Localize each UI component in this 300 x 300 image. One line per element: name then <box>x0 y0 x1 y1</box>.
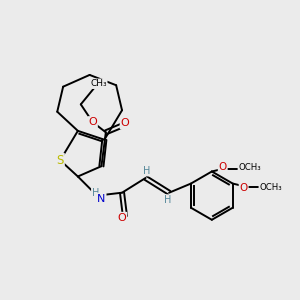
Text: methoxy: methoxy <box>239 167 245 169</box>
Text: OCH₃: OCH₃ <box>238 163 261 172</box>
Text: S: S <box>56 154 64 167</box>
Text: O: O <box>239 183 248 193</box>
Text: O: O <box>88 117 97 127</box>
Text: methoxy: methoxy <box>243 168 249 169</box>
Text: H: H <box>164 195 171 205</box>
Text: H: H <box>143 166 151 176</box>
Text: CH₃: CH₃ <box>90 79 107 88</box>
Text: O: O <box>118 213 126 223</box>
Text: O: O <box>219 162 227 172</box>
Text: O: O <box>121 118 129 128</box>
Text: OCH₃: OCH₃ <box>259 184 282 193</box>
Text: N: N <box>97 194 106 204</box>
Text: H: H <box>92 188 99 198</box>
